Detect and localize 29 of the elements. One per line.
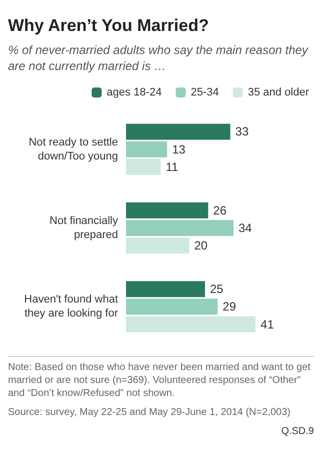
data-label: 33 xyxy=(235,124,249,139)
data-label: 29 xyxy=(222,300,236,314)
chart-title: Why Aren’t You Married? xyxy=(8,16,210,36)
source-note: Source: survey, May 22-25 and May 29-June 1, 2014 (N=2,003) xyxy=(8,406,292,419)
data-label: 25 xyxy=(210,282,224,296)
data-label: 34 xyxy=(238,221,252,235)
bar xyxy=(126,141,168,158)
bar xyxy=(126,124,230,140)
bar xyxy=(126,298,218,315)
data-label: 13 xyxy=(172,142,186,156)
bar xyxy=(126,316,256,332)
bar xyxy=(126,281,205,298)
data-label: 41 xyxy=(260,317,274,332)
bar xyxy=(126,158,161,175)
y-tick-label: Not ready to settle down/Too young xyxy=(28,136,118,162)
bar xyxy=(126,220,234,236)
data-label: 11 xyxy=(166,160,179,174)
data-label: 20 xyxy=(194,238,208,253)
text: Q.SD.9 xyxy=(280,425,314,438)
legend-label: 25-34 xyxy=(190,86,219,98)
y-tick-label: Not financially prepared xyxy=(50,215,118,241)
legend-label: 35 and older xyxy=(248,86,310,98)
bar xyxy=(126,238,190,254)
legend-label: ages 18-24 xyxy=(106,86,162,98)
chart-subtitle: % of never-married adults who say the main reason they are not currently married is … xyxy=(8,42,310,74)
bar xyxy=(126,202,208,218)
text: Note: Based on those who have never been married and want to get married or are not sure (n=369). Volunteered responses of “Other” and “Don’t know/Refused” not shown. xyxy=(8,361,312,400)
data-label: 26 xyxy=(213,203,227,218)
y-tick-label: Haven't found what they are looking for xyxy=(24,294,118,320)
